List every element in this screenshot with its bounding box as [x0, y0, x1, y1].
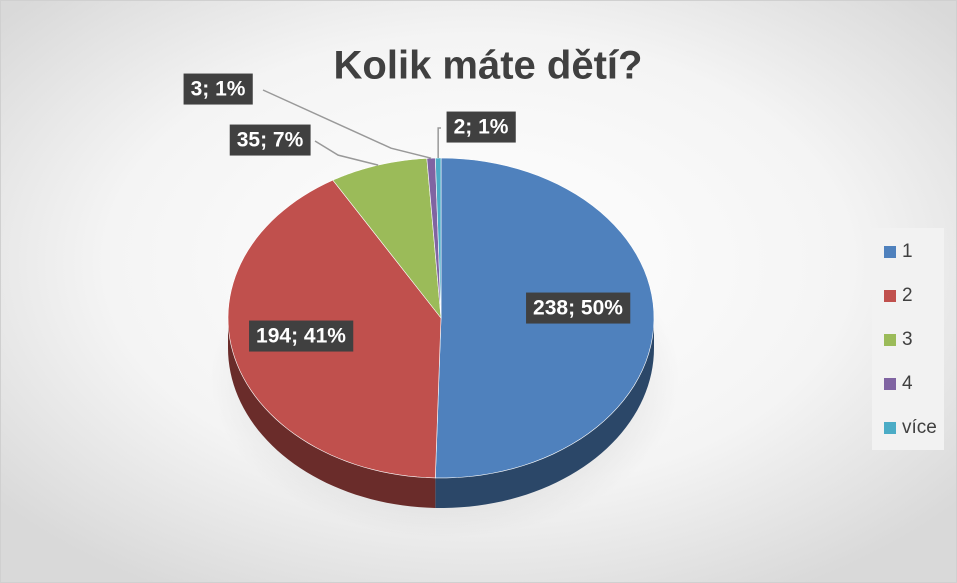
data-label-text: 3; 1% [191, 78, 246, 101]
data-label-box [446, 111, 516, 143]
legend-label: více [902, 417, 937, 438]
data-label-box [526, 292, 631, 324]
pie-side [435, 318, 654, 508]
leader-line [262, 89, 432, 159]
legend-swatch [884, 422, 896, 434]
chart-title: Kolik máte dětí? [334, 44, 643, 88]
data-label: 35; 7% [229, 124, 311, 156]
legend-label: 4 [902, 373, 913, 394]
leader-line [437, 127, 441, 159]
data-label: 3; 1% [183, 73, 253, 105]
data-label-text: 238; 50% [533, 297, 623, 320]
legend-label: 1 [902, 241, 913, 262]
leader-line [314, 140, 379, 166]
data-label: 194; 41% [249, 320, 354, 352]
data-label-text: 2; 1% [454, 116, 509, 139]
legend-swatch [884, 334, 896, 346]
legend-swatch [884, 246, 896, 258]
legend-swatch [884, 290, 896, 302]
data-label-box [249, 320, 354, 352]
data-label-box [183, 73, 253, 105]
data-label-text: 194; 41% [256, 325, 346, 348]
data-label-text: 35; 7% [237, 129, 304, 152]
pie-slice [332, 158, 442, 319]
pie-slice [426, 157, 442, 319]
data-label-box [229, 124, 311, 156]
data-label: 238; 50% [526, 292, 631, 324]
data-label: 2; 1% [446, 111, 516, 143]
legend-label: 2 [902, 285, 913, 306]
legend-label: 3 [902, 329, 913, 350]
legend-swatch [884, 378, 896, 390]
